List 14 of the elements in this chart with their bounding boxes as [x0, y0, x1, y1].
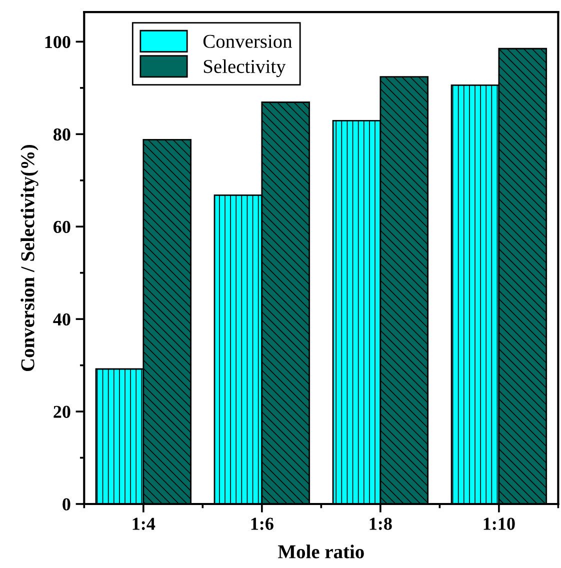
x-axis-title: Mole ratio	[278, 544, 364, 558]
y-tick-label: 0	[62, 498, 70, 510]
legend-label: Conversion	[203, 34, 292, 48]
y-axis-title: Conversion / Selectivity(%)	[20, 144, 38, 372]
y-tick-label: 80	[54, 128, 70, 141]
y-tick-label: 40	[53, 313, 70, 326]
legend-label: Selectivity	[204, 59, 286, 78]
y-tick-label: 60	[54, 220, 70, 234]
x-tick-label: 1:6	[251, 518, 274, 530]
x-tick-label: 1:10	[484, 518, 515, 530]
x-tick-label: 1:8	[370, 518, 392, 530]
y-tick-label: 20	[54, 406, 70, 418]
x-tick-label: 1:4	[132, 518, 156, 530]
y-tick-label: 100	[45, 36, 70, 48]
